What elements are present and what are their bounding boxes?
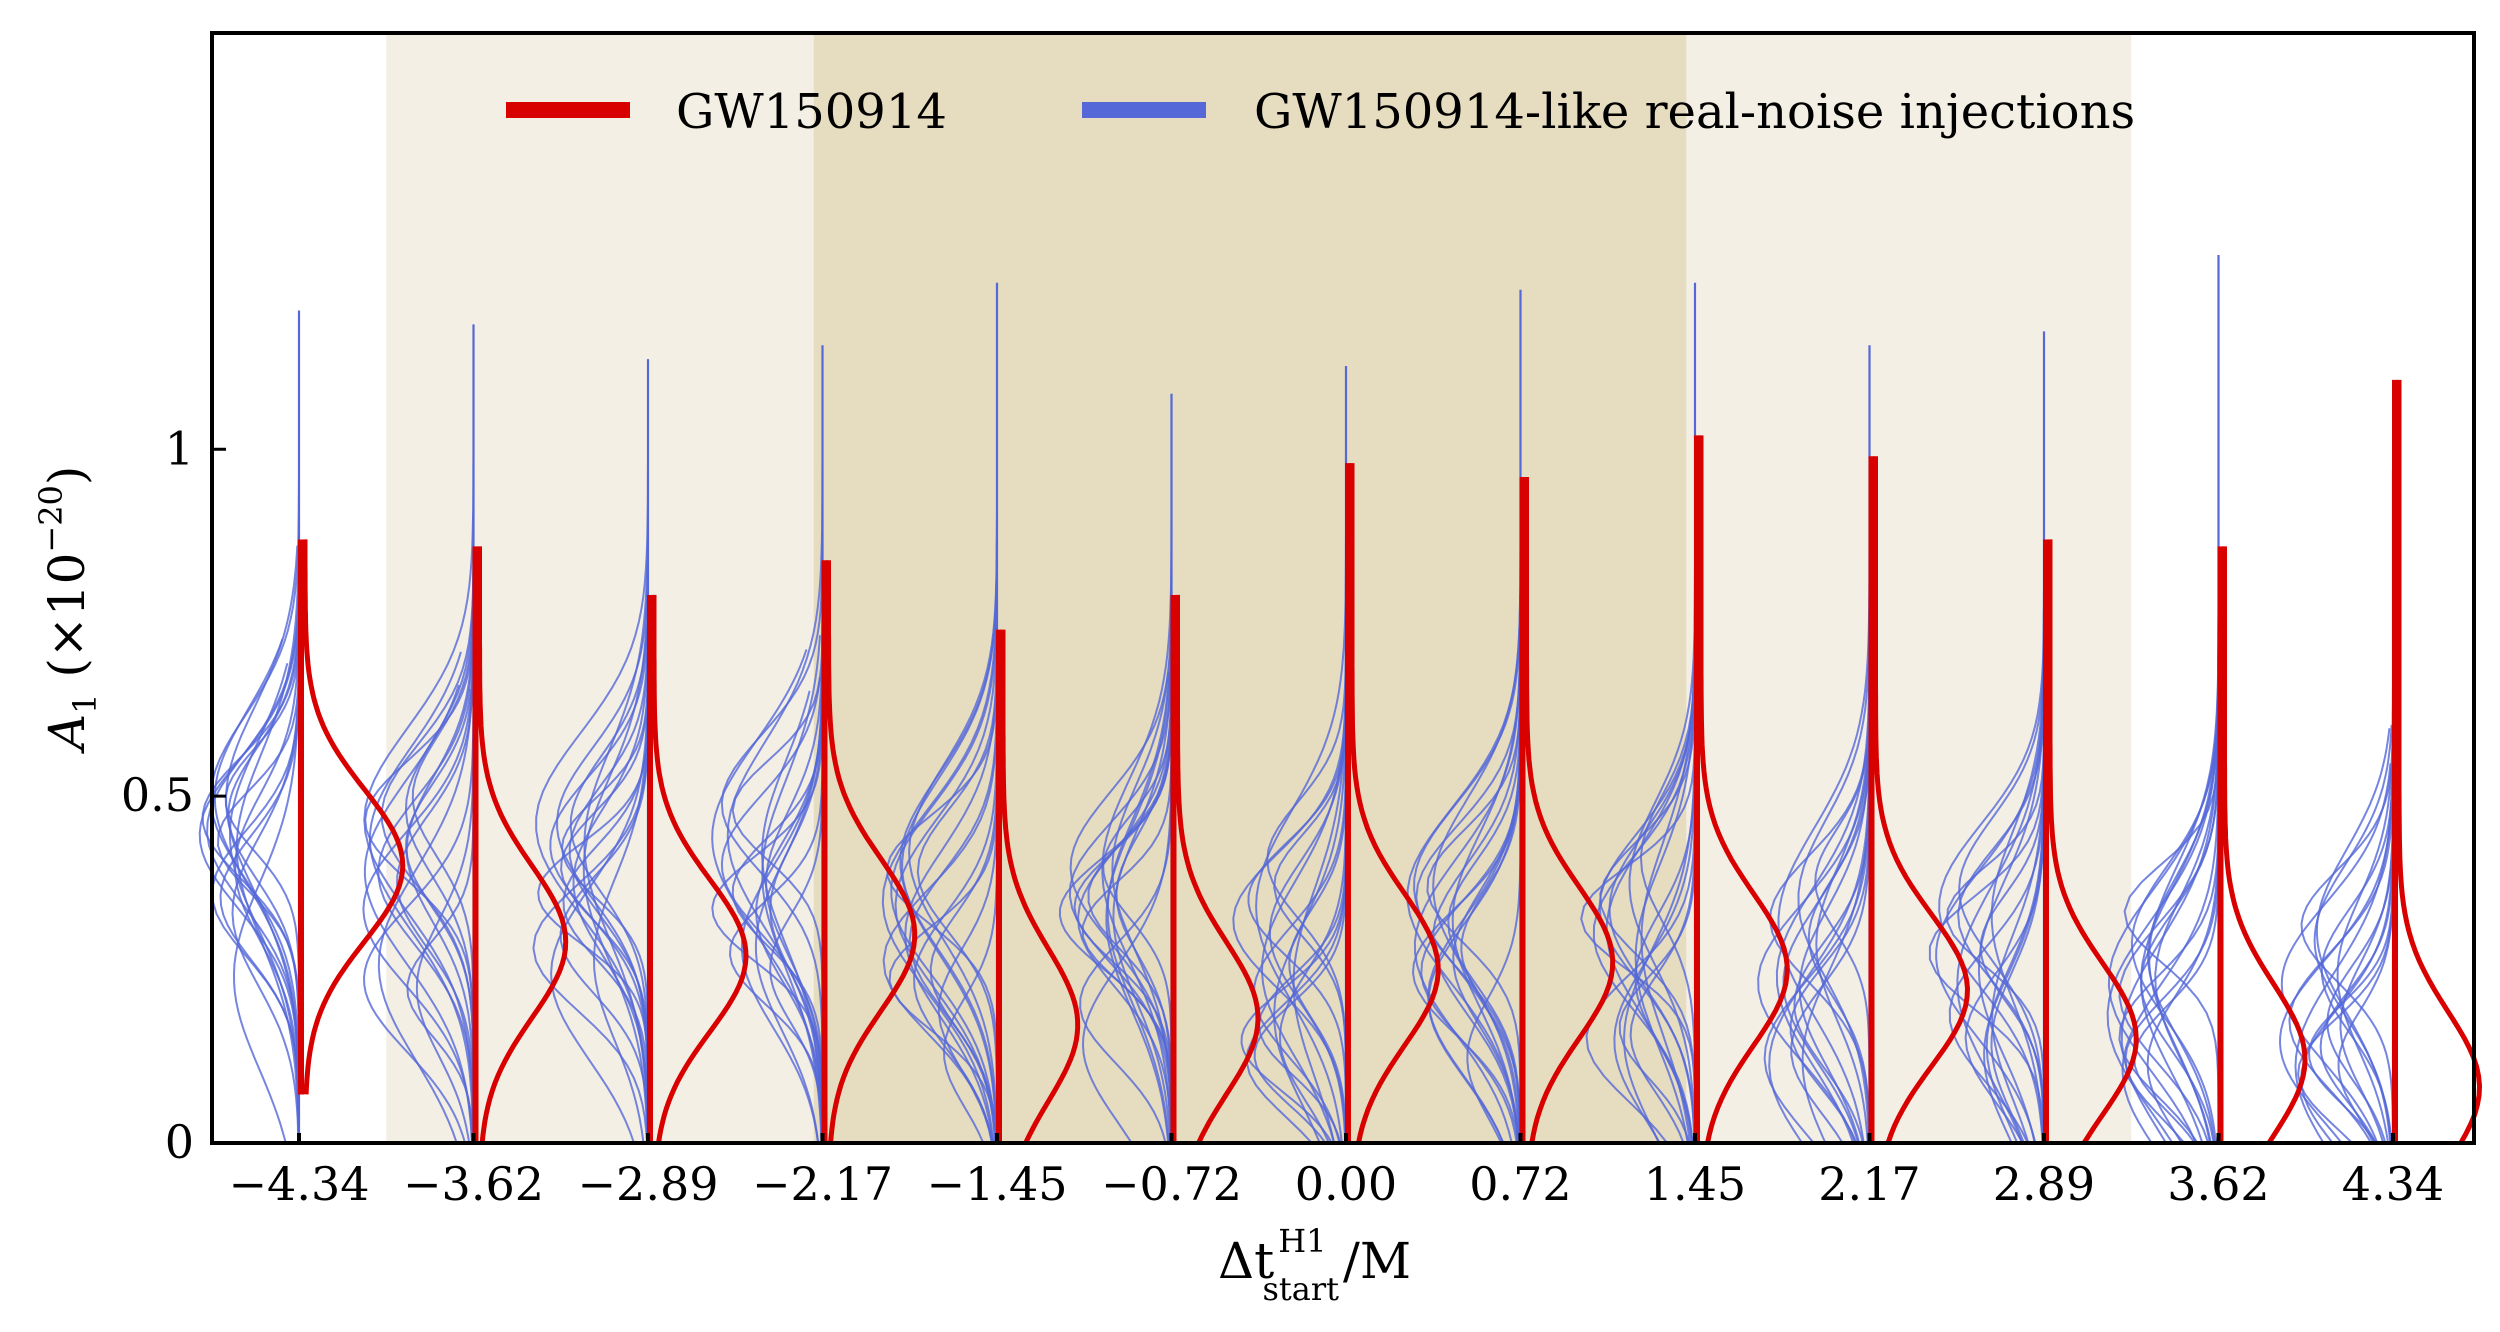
injection-violin-3-4 <box>761 690 824 1144</box>
gw150914-violin-11 <box>2222 546 2308 1145</box>
injection-violin-7-8 <box>1432 593 1522 1144</box>
legend-label-injections: GW150914-like real-noise injections <box>1254 84 2135 140</box>
gw150914-violin-1 <box>477 546 569 1144</box>
gw150914-violin-10 <box>2047 539 2139 1145</box>
gw150914-violin-2 <box>651 594 749 1144</box>
injection-violin-0-13 <box>235 492 300 1144</box>
gw150914-violin-5 <box>1175 594 1261 1145</box>
x-tick-label-7: 0.72 <box>1469 1157 1571 1211</box>
injection-violin-12-8 <box>2280 763 2392 1144</box>
injection-violin-3-6 <box>761 635 823 1144</box>
injection-violin-0-1 <box>198 561 300 1143</box>
gw150914-violin-7 <box>1524 477 1616 1144</box>
injection-violin-3-10 <box>711 649 823 1144</box>
injection-violin-11-7 <box>2120 285 2220 1144</box>
injection-violin-11-1 <box>2124 510 2220 1144</box>
gw150914-violin-9 <box>1873 456 1971 1144</box>
y-axis-label: A1 (×10−20) <box>32 466 104 754</box>
injection-violin-0-4 <box>216 428 300 1143</box>
injection-violin-5-13 <box>1058 688 1173 1143</box>
x-axis-label-suffix: /M <box>1343 1232 1411 1290</box>
x-tick-label-3: −2.17 <box>752 1157 893 1211</box>
injection-violin-12-6 <box>2320 640 2394 1144</box>
injection-violin-11-12 <box>2123 274 2220 1143</box>
y-axis-label-exponent: −20 <box>32 485 70 553</box>
injection-violin-0-11 <box>234 527 300 1143</box>
x-axis-label-subscript: start <box>1262 1270 1339 1308</box>
gw150914-violin-8 <box>1698 435 1790 1144</box>
injection-violin-1-7 <box>362 641 475 1144</box>
y-axis-label-main: A <box>38 714 96 754</box>
injection-violin-3-14 <box>769 702 824 1143</box>
injection-violin-1-4 <box>368 651 475 1144</box>
y-tick-label-2: 1 <box>165 421 194 475</box>
shaded-regions <box>386 33 2132 1143</box>
injection-violin-12-3 <box>2337 650 2394 1144</box>
legend: GW150914 GW150914-like real-noise inject… <box>506 84 2135 140</box>
x-tick-label-2: −2.89 <box>578 1157 719 1211</box>
x-tick-label-8: 1.45 <box>1644 1157 1746 1211</box>
x-tick-label-4: −1.45 <box>927 1157 1068 1211</box>
gw150914-violin-6 <box>1349 463 1441 1144</box>
gw150914-violin-3 <box>826 560 918 1144</box>
injection-violin-11-11 <box>2130 641 2220 1144</box>
shaded-band-1 <box>813 33 1687 1143</box>
y-tick-label-0: 0 <box>165 1115 194 1169</box>
plot-frame <box>210 31 2476 1145</box>
injection-violin-0-6 <box>209 444 300 1143</box>
axis-ticks: −4.34 −3.62 −2.89 −2.17 −1.45 −0.72 0.00 0.72 1.… <box>121 421 2444 1211</box>
gw150914-violin-0 <box>302 539 406 1095</box>
x-axis-label-main: Δt <box>1218 1232 1274 1290</box>
injection-violin-6-6 <box>1247 692 1347 1143</box>
x-tick-label-1: −3.62 <box>403 1157 544 1211</box>
gw150914-violin-12 <box>2396 379 2483 1145</box>
injection-violin-12-15 <box>2315 728 2392 1144</box>
y-axis-label-suffix: (×10 <box>38 553 96 694</box>
x-tick-label-9: 2.17 <box>1818 1157 1920 1211</box>
injection-violin-1-14 <box>363 684 473 1144</box>
x-axis-label: Δt H1 start/M <box>1218 1222 1411 1308</box>
x-axis-label-superscript: H1 <box>1278 1222 1326 1260</box>
injection-violin-4-13 <box>901 538 998 1144</box>
x-tick-label-12: 4.34 <box>2342 1157 2444 1211</box>
x-tick-label-10: 2.89 <box>1993 1157 2095 1211</box>
x-tick-label-11: 3.62 <box>2167 1157 2269 1211</box>
x-tick-label-6: 0.00 <box>1295 1157 1397 1211</box>
x-tick-label-5: −0.72 <box>1101 1157 1242 1211</box>
gw150914-violin-4 <box>1000 629 1081 1145</box>
x-tick-label-0: −4.34 <box>229 1157 370 1211</box>
y-axis-label-close: ) <box>38 466 96 486</box>
y-tick-label-1: 0.5 <box>121 768 194 822</box>
legend-label-gw150914: GW150914 <box>676 84 947 140</box>
y-axis-label-subscript: 1 <box>66 694 104 714</box>
